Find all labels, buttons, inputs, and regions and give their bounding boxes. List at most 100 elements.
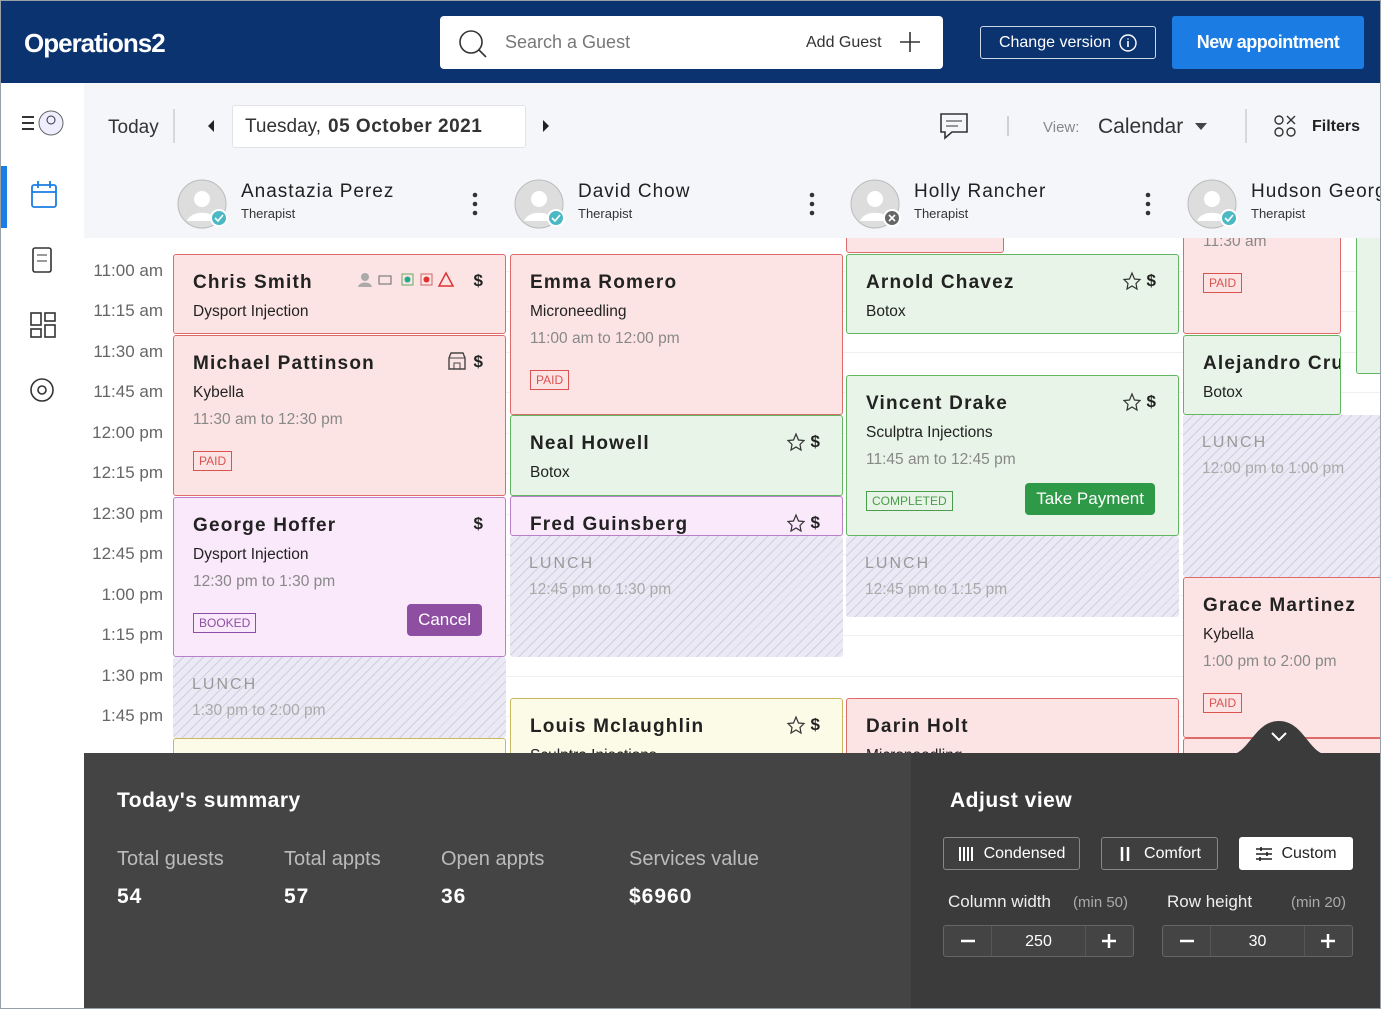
service: Dysport Injection: [193, 303, 309, 320]
increment-button[interactable]: [1085, 926, 1133, 956]
guest-name: LUNCH: [1202, 434, 1268, 451]
decrement-button[interactable]: [1163, 926, 1211, 956]
appointment[interactable]: Arnold Chavez Botox $: [846, 254, 1179, 334]
lunch-block: LUNCH 12:00 pm to 1:00 pm: [1183, 415, 1380, 577]
staff-role: Therapist: [1251, 206, 1306, 221]
price-flag: $: [473, 514, 483, 533]
action-button[interactable]: Take Payment: [1025, 483, 1155, 515]
time-label: 12:00 pm: [92, 422, 163, 442]
column-width-hint: (min 50): [1073, 894, 1129, 911]
service: Kybella: [193, 384, 244, 401]
store-icon: [448, 352, 466, 370]
status-icons: [358, 271, 455, 287]
status-badge: PAID: [1203, 693, 1243, 713]
guest-name: Grace Martinez: [1203, 595, 1357, 616]
appointment[interactable]: Michael Pattinson Kybella 11:30 am to 12:3…: [173, 335, 506, 496]
staff-role: Therapist: [578, 206, 633, 221]
staff-name: David Chow: [578, 181, 691, 202]
guest-name: Emma Romero: [530, 272, 678, 293]
price-flag: $: [810, 513, 820, 532]
filters-button[interactable]: Filters: [1312, 118, 1361, 135]
more-menu: [1145, 192, 1151, 216]
summary-panel: Today's summary Total guests 54 Total appt…: [84, 753, 911, 1008]
guest-name: Alejandro Cruz: [1203, 353, 1341, 374]
status-badge: PAID: [1203, 273, 1243, 293]
appointment[interactable]: [1356, 238, 1380, 374]
guest-name: Arnold Chavez: [866, 272, 1015, 293]
time-range: 12:30 pm to 1:30 pm: [193, 573, 336, 590]
guest-name: LUNCH: [865, 555, 931, 572]
appointment[interactable]: 10:30 am to 11:30 am PAID: [1183, 238, 1341, 334]
appointment[interactable]: Grace Martinez Kybella 1:00 pm to 2:00 pm P…: [1183, 577, 1380, 738]
view-select[interactable]: Calendar: [1098, 115, 1184, 138]
service: Microneedling: [530, 303, 627, 320]
more-menu: [809, 192, 815, 216]
time-range: 11:30 am to 12:30 pm: [193, 411, 343, 428]
more-menu: [472, 192, 478, 216]
grid-line: [173, 675, 1380, 677]
action-button[interactable]: Cancel: [407, 604, 482, 636]
brand: Operations2: [24, 28, 166, 58]
mode-icon: [958, 846, 973, 861]
appointment[interactable]: [846, 238, 1004, 253]
appointment[interactable]: George Hoffer Dysport Injection 12:30 pm t…: [173, 497, 506, 657]
service: Botox: [530, 464, 570, 481]
appointment[interactable]: Chris Smith Dysport Injection $: [173, 254, 506, 334]
price-flag: $: [473, 271, 483, 290]
increment-button[interactable]: [1304, 926, 1352, 956]
date-weekday: Tuesday,: [245, 116, 322, 137]
appointment[interactable]: Darin Holt Microneedling: [846, 698, 1179, 753]
decrement-button[interactable]: [944, 926, 992, 956]
star-icon: [1122, 271, 1142, 291]
mode-icon: [1256, 846, 1273, 861]
appointment[interactable]: Alejandro Cruz Botox: [1183, 335, 1341, 415]
appointment[interactable]: [173, 738, 506, 753]
collapse-tab[interactable]: [1229, 719, 1329, 755]
stat-value: 54: [117, 885, 143, 908]
time-label: 12:15 pm: [92, 463, 163, 482]
view-mode-button[interactable]: Comfort: [1101, 837, 1218, 870]
time-range: 12:45 pm to 1:15 pm: [865, 581, 1008, 598]
appointment[interactable]: Fred Guinsberg $: [510, 496, 843, 536]
top-bar: Operations2 Search a Guest Add Guest Cha…: [1, 1, 1380, 83]
price-flag: $: [473, 352, 483, 371]
star-icon: [786, 513, 806, 533]
price-flag: $: [810, 715, 820, 734]
view-mode-button[interactable]: Custom: [1239, 837, 1353, 870]
add-guest[interactable]: Add Guest: [806, 34, 882, 51]
status-badge: PAID: [193, 451, 233, 471]
view-mode: Condensed: [983, 844, 1066, 862]
new-appointment-button[interactable]: New appointment: [1172, 16, 1364, 69]
price-flag: $: [810, 432, 820, 451]
view-label: View:: [1043, 119, 1080, 136]
stepper-value: 30: [1248, 933, 1267, 950]
today-button[interactable]: Today: [108, 117, 159, 138]
time-range: 10:30 am to 11:30 am: [1203, 238, 1267, 250]
appointment[interactable]: Neal Howell Botox $: [510, 415, 843, 496]
view-mode-button[interactable]: Condensed: [943, 837, 1080, 870]
service: Botox: [866, 303, 906, 320]
avatar: [514, 179, 565, 229]
appointment[interactable]: Vincent Drake Sculptra Injections 11:45 am…: [846, 375, 1179, 536]
date-picker[interactable]: Tuesday, 05 October 2021: [232, 105, 526, 148]
time-label: 10:45 am: [92, 238, 163, 240]
time-label: 11:00 am: [93, 260, 163, 280]
service: Microneedling: [866, 746, 1178, 753]
time-range: 11:45 am to 12:45 pm: [866, 451, 1016, 468]
stepper: 250: [943, 925, 1134, 957]
column-width-label: Column width: [948, 892, 1051, 911]
appointment[interactable]: Emma Romero Microneedling 11:00 am to 12:0…: [510, 254, 843, 415]
avatar: [177, 179, 228, 229]
toolbar: Today Tuesday, 05 October 2021 View: Cal…: [84, 83, 1380, 170]
guest-name: George Hoffer: [193, 515, 337, 536]
appointment[interactable]: Louis Mclaughlin Sculptra Injections $: [510, 698, 843, 753]
change-version-button[interactable]: Change version: [980, 26, 1156, 59]
change-version: Change version: [998, 33, 1112, 51]
stat-label: Services value: [629, 848, 760, 870]
guest-name: Neal Howell: [530, 433, 650, 454]
stat-value: 36: [441, 885, 467, 908]
time-range: 1:30 pm to 2:00 pm: [192, 702, 326, 719]
time-label: 1:15 pm: [101, 625, 163, 644]
search-box[interactable]: Search a Guest Add Guest: [440, 16, 943, 69]
